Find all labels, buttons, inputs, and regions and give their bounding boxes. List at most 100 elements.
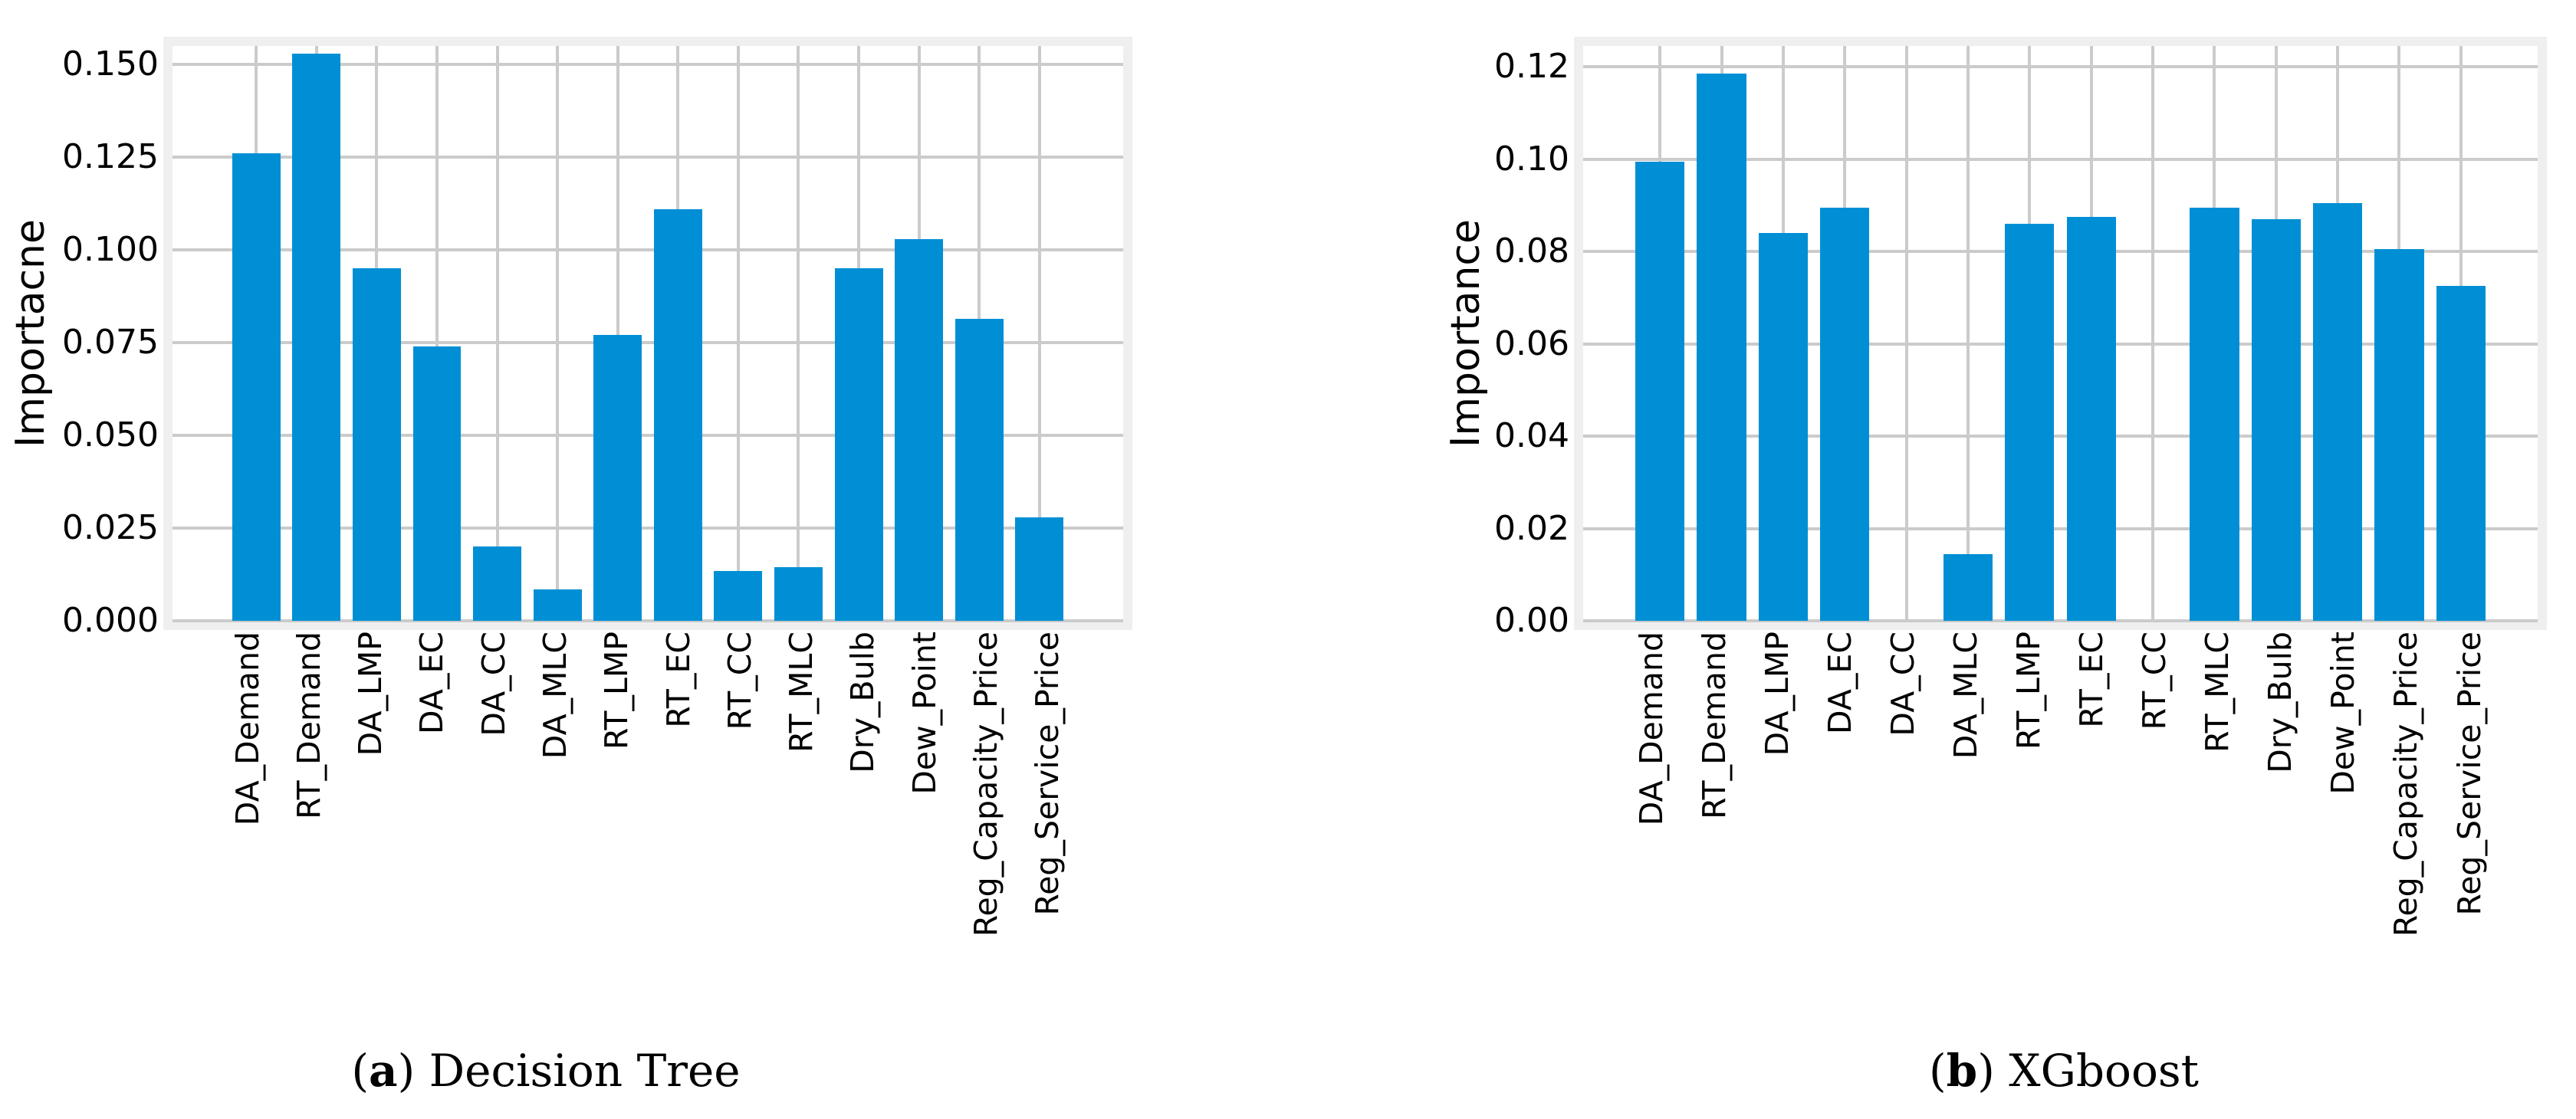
bar-slot (347, 46, 407, 621)
bar-slot (829, 46, 889, 621)
x-tick-slot: Dry_Bulb (833, 632, 894, 953)
x-tick-slot: Dew_Point (894, 632, 955, 953)
x-tick-slot: DA_EC (402, 632, 463, 953)
bar-slot (2122, 46, 2183, 621)
y-tick-label: 0.00 (1494, 601, 1569, 640)
bar-slot (648, 46, 708, 621)
bar-slot (2183, 46, 2245, 621)
x-tick-label: RT_LMP (2009, 632, 2047, 750)
x-tick-slot: Dew_Point (2312, 632, 2375, 953)
y-tick-label: 0.08 (1494, 231, 1569, 271)
h-gridline (1583, 527, 2538, 530)
bar-slot (2430, 46, 2492, 621)
bar-dry-bulb (2251, 218, 2301, 621)
x-tick-slot: RT_MLC (771, 632, 833, 953)
bar-rt-lmp (2005, 223, 2055, 621)
caption-text: Decision Tree (429, 1045, 741, 1097)
x-tick-slot: RT_Demand (1683, 632, 1746, 953)
x-tick-slot: RT_LMP (586, 632, 648, 953)
x-tick-slot: DA_CC (463, 632, 524, 953)
bar-slot (1691, 46, 1752, 621)
bar-reg-service-price (2436, 286, 2486, 621)
h-gridline (1583, 619, 2538, 622)
bar-slot (1937, 46, 1999, 621)
bar-da-lmp (1758, 232, 1809, 621)
x-tick-label: Reg_Capacity_Price (967, 632, 1004, 937)
x-tick-slot: RT_EC (648, 632, 709, 953)
x-tick-label: Dry_Bulb (844, 632, 882, 773)
h-gridline (1583, 435, 2538, 438)
h-gridline (172, 619, 1123, 622)
caption-paren-open: ( (351, 1045, 370, 1097)
x-tick-label: Dew_Point (2325, 632, 2362, 795)
x-axis-tick-labels: DA_Demand RT_Demand DA_LMP DA_EC DA_CC DA_MLC… (1574, 632, 2547, 953)
x-tick-label: Reg_Service_Price (1029, 632, 1066, 916)
gridlines (1583, 46, 2538, 622)
bar-da-mlc (533, 589, 582, 621)
bar-da-ec (1820, 207, 1870, 621)
x-tick-slot: Reg_Capacity_Price (955, 632, 1017, 953)
x-tick-label: Dry_Bulb (2262, 632, 2299, 773)
x-tick-slot: RT_EC (2061, 632, 2124, 953)
bar-slot (467, 46, 527, 621)
bar-slot (1629, 46, 1691, 621)
x-tick-label: DA_EC (1821, 632, 1858, 734)
h-gridline (172, 434, 1123, 438)
bar-reg-capacity-price (2374, 249, 2424, 621)
y-tick-label: 0.150 (62, 44, 159, 84)
x-tick-label: RT_LMP (598, 632, 636, 750)
caption-letter: a (369, 1045, 398, 1097)
bar-slot (2246, 46, 2307, 621)
x-axis-tick-labels: DA_Demand RT_Demand DA_LMP DA_EC DA_CC DA_MLC… (163, 632, 1132, 953)
x-tick-label: DA_LMP (1758, 632, 1796, 756)
bar-da-lmp (353, 268, 401, 621)
caption-paren-close: ) (397, 1045, 429, 1097)
h-gridline (1583, 65, 2538, 69)
bar-da-mlc (1943, 553, 1993, 621)
bar-dew-point (895, 238, 944, 621)
x-tick-slot: DA_MLC (1934, 632, 1997, 953)
y-tick-label: 0.06 (1494, 323, 1569, 363)
caption-paren-close: ) (1977, 1045, 2009, 1097)
bar-slot (407, 46, 468, 621)
x-tick-slot: DA_LMP (1746, 632, 1809, 953)
bar-slot (226, 46, 287, 621)
x-tick-slot: DA_EC (1809, 632, 1871, 953)
x-tick-slot: DA_Demand (217, 632, 278, 953)
x-tick-slot: Reg_Capacity_Price (2375, 632, 2438, 953)
y-tick-label: 0.100 (62, 230, 159, 270)
y-tick-label: 0.12 (1494, 47, 1569, 87)
x-tick-slot: DA_LMP (340, 632, 402, 953)
x-tick-slot: RT_CC (2124, 632, 2187, 953)
x-tick-label: Dew_Point (905, 632, 943, 795)
x-tick-slot: Dry_Bulb (2249, 632, 2312, 953)
y-tick-label: 0.025 (62, 508, 159, 548)
h-gridline (1583, 342, 2538, 346)
h-gridline (172, 63, 1123, 67)
x-tick-slot: DA_CC (1871, 632, 1934, 953)
x-tick-label: DA_CC (1884, 632, 1921, 737)
y-axis-tick-labels: 0.000 0.025 0.050 0.075 0.100 0.125 0.150 (0, 44, 159, 638)
bar-slot (708, 46, 769, 621)
h-gridline (172, 156, 1123, 159)
bar-slot (1010, 46, 1070, 621)
bar-slot (2307, 46, 2368, 621)
y-tick-label: 0.050 (62, 415, 159, 455)
bars (1583, 46, 2538, 621)
y-tick-label: 0.04 (1494, 416, 1569, 456)
x-tick-label: DA_MLC (1947, 632, 1984, 760)
y-axis-tick-labels: 0.00 0.02 0.04 0.06 0.08 0.10 0.12 (1288, 46, 1569, 638)
x-tick-label: RT_Demand (1695, 632, 1733, 819)
bar-rt-cc (714, 570, 763, 621)
bar-rt-ec (653, 208, 702, 621)
x-tick-label: RT_MLC (783, 632, 820, 753)
h-gridline (172, 341, 1123, 345)
h-gridline (1583, 157, 2538, 161)
bar-slot (768, 46, 829, 621)
x-tick-slot: DA_MLC (524, 632, 586, 953)
x-tick-label: DA_CC (475, 632, 512, 737)
x-tick-slot: Reg_Service_Price (2438, 632, 2501, 953)
x-tick-label: RT_EC (659, 632, 697, 728)
h-gridline (172, 248, 1123, 252)
subfigure-b-xgboost: Importance 0.00 0.02 0.04 0.06 0.08 0.10 0.12 … (1288, 0, 2576, 1119)
